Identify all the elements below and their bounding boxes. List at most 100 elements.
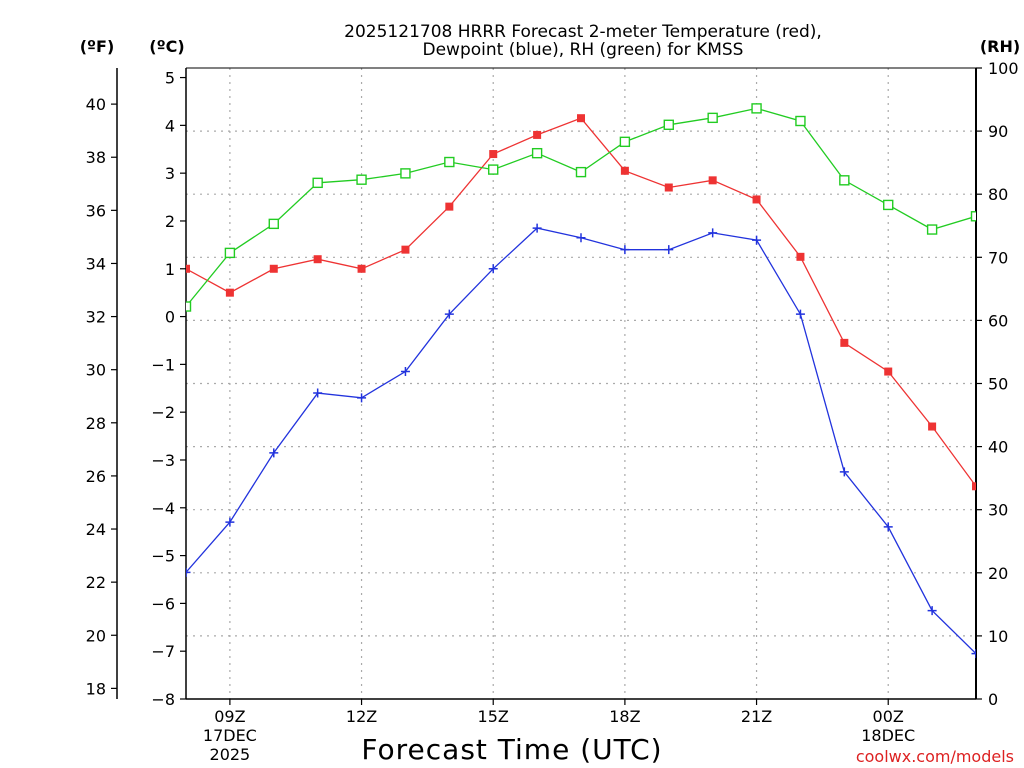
celsius-axis-label: (ºC) [149, 37, 184, 56]
fahrenheit-tick-label: 30 [86, 361, 106, 380]
rh-tick-label: 70 [988, 248, 1008, 267]
dewpoint-point [444, 309, 454, 319]
fahrenheit-axis-label: (ºF) [80, 37, 115, 56]
dewpoint-point [795, 309, 805, 319]
fahrenheit-tick-label: 34 [86, 254, 106, 273]
temperature-point [664, 183, 673, 192]
temperature-point [225, 288, 234, 297]
dewpoint-point [883, 522, 893, 532]
rh-tick-label: 20 [988, 564, 1008, 583]
fahrenheit-tick-label: 20 [86, 626, 106, 645]
rh-point [707, 112, 718, 124]
credit-text: coolwx.com/models [856, 747, 1014, 766]
rh-point [619, 136, 631, 148]
dewpoint-point [313, 388, 323, 398]
celsius-tick-label: 5 [165, 69, 175, 88]
celsius-tick-label: 2 [165, 212, 175, 231]
x-axis-title: Forecast Time (UTC) [361, 733, 662, 766]
temperature-point [928, 422, 937, 431]
rh-point [970, 211, 976, 222]
celsius-tick-label: 0 [165, 308, 175, 327]
rh-point [186, 301, 192, 312]
temperature-point [357, 264, 366, 273]
chart-title-line1: 2025121708 HRRR Forecast 2-meter Tempera… [344, 22, 822, 42]
dewpoint-point [269, 448, 279, 458]
rh-tick-label: 50 [988, 375, 1008, 394]
rh-point [224, 247, 236, 259]
rh-point [839, 175, 850, 186]
celsius-tick-label: −1 [151, 355, 175, 374]
rh-tick-label: 30 [988, 501, 1008, 520]
temperature-point [752, 195, 761, 204]
rh-point [268, 218, 279, 230]
year-label: 2025 [210, 745, 251, 764]
date-label: 18DEC [861, 726, 915, 745]
rh-tick-label: 90 [988, 122, 1008, 141]
rh-point [444, 156, 455, 168]
celsius-tick-label: 4 [165, 116, 175, 135]
dewpoint-point [927, 606, 937, 616]
celsius-tick-label: −5 [151, 547, 175, 566]
dewpoint-point [488, 264, 498, 274]
dewpoint-point [225, 517, 235, 527]
time-tick-label: 00Z [873, 707, 904, 726]
time-tick-label: 12Z [346, 707, 377, 726]
celsius-tick-label: 1 [165, 260, 175, 279]
rh-point [926, 224, 938, 235]
celsius-tick-label: −4 [151, 499, 175, 518]
dewpoint-point [839, 467, 849, 477]
rh-point [663, 119, 674, 130]
rh-line [186, 107, 976, 307]
temperature-point [401, 245, 410, 254]
celsius-tick-label: −2 [151, 403, 175, 422]
celsius-tick-label: 3 [165, 164, 175, 183]
dewpoint-line [186, 227, 976, 655]
dewpoint-point [400, 367, 410, 377]
temperature-point [620, 166, 629, 175]
rh-point [531, 147, 543, 159]
rh-point [575, 166, 587, 178]
fahrenheit-tick-label: 28 [86, 414, 106, 433]
temperature-point [533, 130, 542, 139]
rh-tick-label: 100 [988, 59, 1019, 78]
rh-axis-label: (RH) [980, 37, 1020, 56]
celsius-tick-label: −8 [151, 690, 175, 709]
fahrenheit-tick-label: 32 [86, 308, 106, 327]
fahrenheit-ticks: 40 38 36 34 32 30 28 26 24 22 20 18 [86, 95, 117, 698]
rh-tick-label: 0 [988, 690, 998, 709]
celsius-tick-label: −6 [151, 594, 175, 613]
data-series [186, 103, 976, 659]
temperature-point [445, 202, 454, 211]
temperature-point [840, 338, 849, 347]
fahrenheit-tick-label: 36 [86, 201, 106, 220]
dewpoint-point [971, 649, 976, 659]
fahrenheit-tick-label: 18 [86, 679, 106, 698]
temperature-point [313, 255, 322, 264]
time-tick-label: 18Z [609, 707, 640, 726]
rh-point [883, 199, 894, 211]
temperature-point [186, 264, 190, 273]
rh-tick-label: 10 [988, 627, 1008, 646]
axes [116, 67, 977, 700]
fahrenheit-tick-label: 24 [86, 520, 106, 539]
rh-point [795, 115, 806, 127]
rh-tick-label: 80 [988, 185, 1008, 204]
temperature-point [796, 252, 805, 261]
temperature-point [972, 482, 976, 491]
rh-point [751, 103, 762, 114]
temperature-point [489, 150, 498, 159]
rh-point [356, 174, 367, 185]
fahrenheit-tick-label: 40 [86, 95, 106, 114]
fahrenheit-tick-label: 26 [86, 467, 106, 486]
temperature-point [577, 114, 585, 123]
fahrenheit-tick-label: 22 [86, 573, 106, 592]
temperature-point [269, 264, 278, 273]
dewpoint-point [576, 233, 586, 243]
dewpoint-point [752, 235, 762, 245]
temperature-point [708, 176, 717, 185]
dewpoint-point [708, 228, 718, 238]
rh-point [400, 168, 411, 179]
